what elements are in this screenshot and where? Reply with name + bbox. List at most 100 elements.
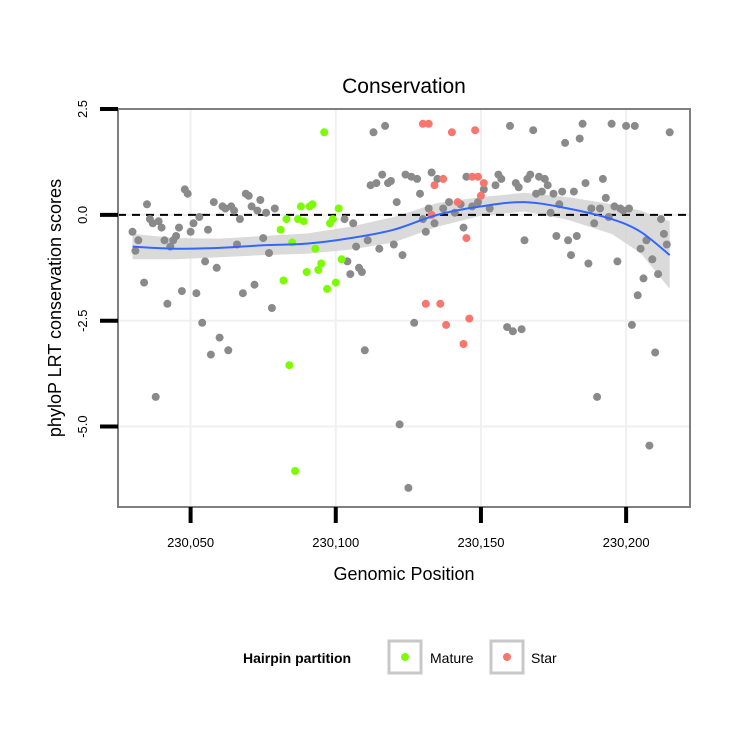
data-point-other xyxy=(392,198,401,207)
data-point-mature xyxy=(296,202,305,211)
data-point-other xyxy=(648,255,657,264)
data-point-mature xyxy=(282,215,291,224)
data-point-other xyxy=(517,325,526,334)
y-tick-label: 2.5 xyxy=(75,100,90,118)
data-point-other xyxy=(247,202,256,211)
data-point-star xyxy=(453,198,462,207)
x-tick-label: 230,050 xyxy=(167,535,214,550)
data-point-other xyxy=(235,215,244,224)
data-point-star xyxy=(474,172,482,181)
legend-swatch-mature xyxy=(401,653,409,661)
data-point-other xyxy=(410,318,419,327)
data-point-star xyxy=(418,119,427,128)
chart-title: Conservation xyxy=(342,75,466,98)
data-point-other xyxy=(549,189,558,198)
data-point-other xyxy=(636,244,645,253)
data-point-other xyxy=(201,257,210,266)
data-point-other xyxy=(267,304,276,312)
data-point-star xyxy=(439,174,448,183)
data-point-other xyxy=(140,278,149,287)
data-point-star xyxy=(430,181,439,190)
x-axis: 230,050 230,100 230,150 230,200 xyxy=(167,507,650,550)
data-point-other xyxy=(601,193,610,202)
legend-title: Hairpin partition xyxy=(243,650,351,666)
data-point-other xyxy=(537,187,546,196)
data-point-mature xyxy=(291,467,300,475)
data-point-other xyxy=(651,348,660,357)
legend-label-mature: Mature xyxy=(430,650,474,666)
data-point-other xyxy=(439,204,448,213)
data-point-other xyxy=(506,121,514,130)
data-point-other xyxy=(485,204,494,213)
data-point-other xyxy=(424,204,433,213)
data-point-other xyxy=(433,174,442,183)
data-point-other xyxy=(613,257,622,266)
data-point-other xyxy=(386,177,395,185)
data-point-other xyxy=(175,223,183,232)
data-point-other xyxy=(172,232,181,240)
data-point-other xyxy=(546,208,555,217)
x-axis-title: Genomic Position xyxy=(333,564,474,584)
data-point-other xyxy=(543,181,552,190)
data-point-other xyxy=(215,333,224,342)
data-point-star xyxy=(447,128,456,137)
data-point-other xyxy=(198,318,207,327)
data-point-other xyxy=(479,185,488,194)
data-point-other xyxy=(186,227,195,236)
data-point-other xyxy=(514,183,523,192)
data-point-star xyxy=(476,191,485,200)
data-point-other xyxy=(183,189,192,198)
data-point-mature xyxy=(328,215,337,224)
data-point-star xyxy=(442,320,451,329)
data-point-other xyxy=(157,223,166,232)
data-point-other xyxy=(265,249,273,257)
data-point-other xyxy=(607,119,616,128)
data-point-mature xyxy=(279,276,288,285)
data-point-other xyxy=(625,204,633,213)
data-point-other xyxy=(160,236,169,245)
data-point-other xyxy=(584,259,593,268)
data-point-other xyxy=(250,280,259,289)
data-point-other xyxy=(204,225,212,234)
data-point-mature xyxy=(314,265,323,274)
data-point-other xyxy=(224,346,233,355)
data-point-other xyxy=(572,232,581,240)
data-point-other xyxy=(209,198,218,207)
data-point-other xyxy=(395,420,404,429)
data-point-star xyxy=(479,179,488,188)
confidence-band xyxy=(132,192,670,289)
data-point-other xyxy=(445,198,453,207)
data-point-other xyxy=(349,219,358,228)
data-point-mature xyxy=(311,244,320,253)
plot-panel xyxy=(118,109,690,507)
data-point-other xyxy=(639,274,648,283)
data-point-other xyxy=(378,170,387,179)
x-tick-label: 230,100 xyxy=(312,535,359,550)
data-point-star xyxy=(465,314,474,323)
data-point-other xyxy=(259,234,268,243)
data-point-other xyxy=(657,215,665,224)
data-point-star xyxy=(462,234,471,243)
legend: Hairpin partition Mature Star xyxy=(243,639,557,675)
data-point-other xyxy=(177,287,186,296)
data-point-other xyxy=(462,172,471,181)
data-point-other xyxy=(633,291,642,300)
data-point-other xyxy=(645,441,654,450)
panel-frame xyxy=(117,108,691,508)
data-point-other xyxy=(575,134,584,143)
data-point-other xyxy=(503,323,512,332)
data-point-mature xyxy=(317,259,326,268)
y-axis-title: phyloP LRT conservation scores xyxy=(45,179,65,437)
data-point-other xyxy=(192,289,201,298)
data-point-mature xyxy=(334,204,343,213)
y-tick-label: -5.0 xyxy=(75,415,90,437)
data-point-mature xyxy=(308,200,317,209)
data-point-other xyxy=(630,121,639,130)
data-point-other xyxy=(430,219,439,228)
data-point-other xyxy=(526,170,535,179)
data-point-other xyxy=(151,392,160,401)
data-point-other xyxy=(360,346,369,355)
data-point-other xyxy=(474,198,482,207)
data-point-other xyxy=(154,217,163,226)
